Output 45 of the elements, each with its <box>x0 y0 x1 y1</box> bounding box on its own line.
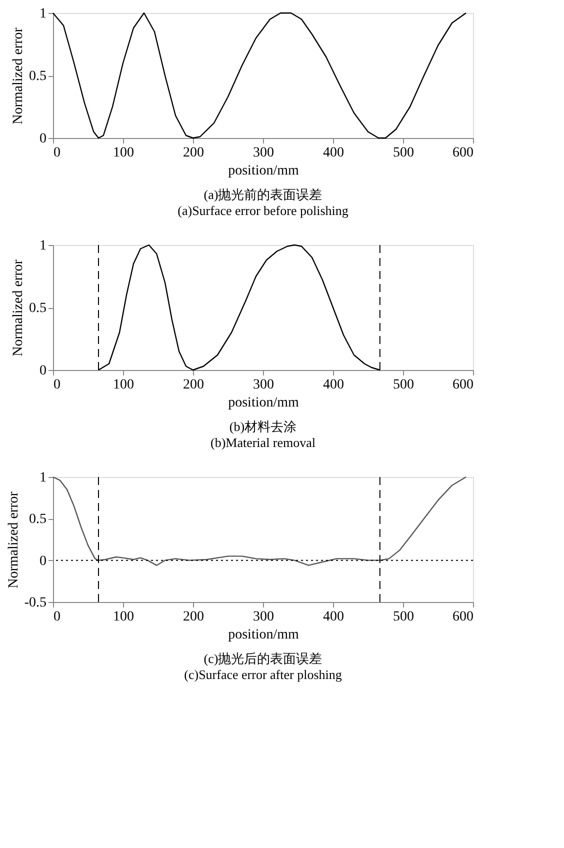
x-tick-label: 600 <box>452 146 474 160</box>
x-tick-label: 200 <box>183 378 204 392</box>
x-tick-label: 600 <box>452 378 474 392</box>
x-tick-label: 600 <box>452 610 474 624</box>
y-tick-label: 1 <box>40 238 46 254</box>
x-tick-label: 0 <box>54 146 60 160</box>
x-tick-label: 500 <box>393 378 414 392</box>
text: (a)Surface error before polishing <box>178 203 349 218</box>
x-tick-label: 200 <box>183 146 204 160</box>
text: (a)抛光前的表面误差 <box>204 187 322 202</box>
x-tick-label: 400 <box>323 378 344 392</box>
x-tick-label: 0 <box>54 610 60 624</box>
x-axis-title: position/mm <box>228 628 299 642</box>
x-tick-label: 300 <box>253 610 274 624</box>
x-tick-label: 200 <box>183 610 204 624</box>
y-tick-label: 0.5 <box>29 512 46 528</box>
y-tick-label: 0 <box>40 364 46 378</box>
x-tick-label: 300 <box>253 378 274 392</box>
x-tick-label: 300 <box>253 146 274 160</box>
y-tick-label: 0.5 <box>29 69 46 84</box>
y-tick-label: 0.5 <box>29 301 46 316</box>
line-series <box>52 476 467 566</box>
y-tick-label: -0.5 <box>24 596 46 610</box>
y-axis-title: Normalized error <box>11 259 26 356</box>
text: (c)Surface error after ploshing <box>184 667 342 682</box>
y-tick-label: 0 <box>40 554 46 569</box>
x-tick-label: 400 <box>323 146 344 160</box>
line-series <box>52 12 467 139</box>
x-tick-label: 0 <box>54 378 60 392</box>
x-tick-label: 100 <box>113 146 134 160</box>
y-tick-label: 0 <box>40 132 46 146</box>
x-tick-label: 100 <box>113 610 134 624</box>
y-axis-title: Normalized error <box>11 27 26 124</box>
x-axis-title: position/mm <box>228 164 299 178</box>
x-axis-title: position/mm <box>228 396 299 410</box>
text: (c)抛光后的表面误差 <box>204 651 322 666</box>
x-tick-label: 500 <box>393 610 414 624</box>
x-tick-label: 500 <box>393 146 414 160</box>
y-tick-label: 1 <box>40 6 46 22</box>
text: (b)材料去涂 <box>229 419 297 434</box>
x-tick-label: 100 <box>113 378 134 392</box>
y-tick-label: 1 <box>40 470 46 486</box>
x-tick-label: 400 <box>323 610 344 624</box>
text: (b)Material removal <box>210 435 316 450</box>
y-axis-title: Normalized error <box>6 491 22 588</box>
